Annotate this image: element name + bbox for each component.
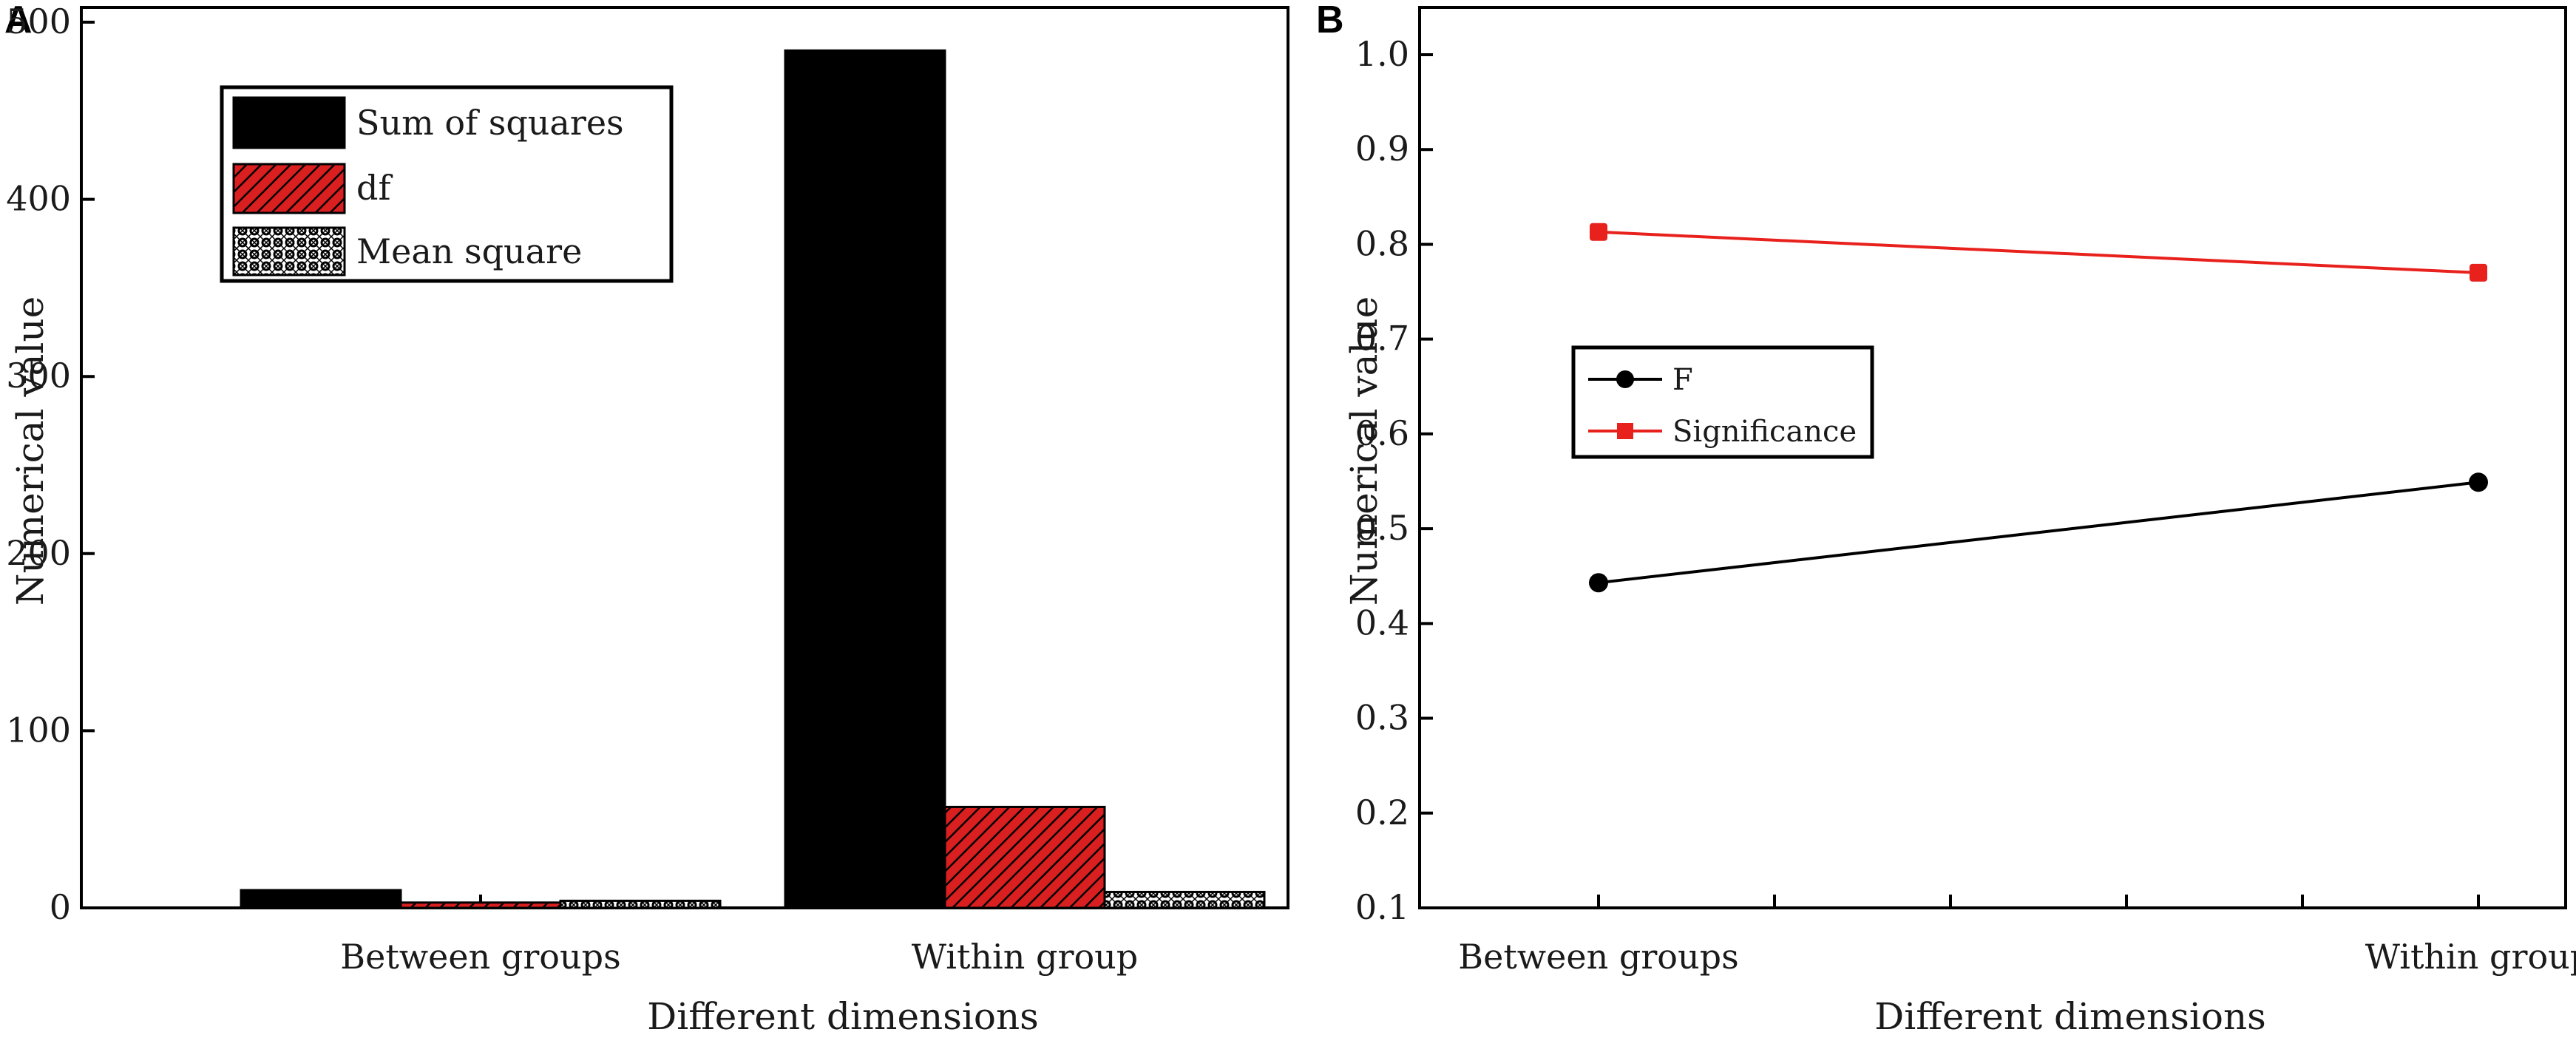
line-chart-panel-b: 0.1 0.2 0.3 0.4 0.5 0.6 0.7 0.8 0.9 1.0 Between gr… [1343, 6, 2576, 1038]
legend-label-significance: Significance [1672, 415, 1857, 449]
point-significance-between-groups [1590, 223, 1607, 241]
bar-sum-of-squares-between-groups [240, 889, 402, 909]
line-chart-y-tick-label: 0.1 [1355, 887, 1409, 927]
line-chart-y-tick-label: 1.0 [1355, 34, 1409, 74]
line-chart-x-tick-label: Within group [2365, 937, 2576, 977]
line-chart-x-axis-title: Different dimensions [1874, 995, 2266, 1038]
legend-label-mean-square: Mean square [356, 231, 582, 271]
panel-b-label: B [1316, 0, 1344, 41]
line-chart-legend: F Significance [1571, 345, 1874, 459]
line-chart-x-tick-label: Between groups [1458, 937, 1738, 977]
bar-chart-y-tick-label: 0 [50, 887, 71, 927]
bar-chart-x-tick-label: Between groups [340, 937, 620, 977]
bar-chart-y-tick-label: 100 [6, 710, 71, 750]
bar-df-within-group [943, 805, 1106, 909]
bar-chart-legend: Sum of squares df Mean square [220, 85, 674, 283]
point-significance-within-group [2470, 263, 2487, 282]
legend-marker-significance [1617, 423, 1633, 439]
line-chart-plot-area: 0.1 0.2 0.3 0.4 0.5 0.6 0.7 0.8 0.9 1.0 Between gr… [1355, 6, 2576, 977]
line-chart-y-tick-label: 0.7 [1355, 319, 1409, 359]
line-chart-y-tick-label: 0.8 [1355, 223, 1409, 263]
bar-sum-of-squares-within-group [784, 49, 946, 909]
line-chart-y-axis-title: Numerical value [1343, 296, 1386, 606]
bar-df-between-groups [399, 901, 562, 909]
bar-chart-x-tick-label: Within group [912, 937, 1138, 977]
line-chart-y-tick-label: 0.5 [1355, 508, 1409, 548]
bar-chart-y-axis-title: Numerical value [9, 296, 52, 606]
line-chart-y-tick-label: 0.9 [1355, 129, 1409, 169]
point-f-within-group [2469, 472, 2488, 492]
bar-chart-y-tick-label: 200 [6, 533, 71, 573]
series-line-f [1598, 481, 2479, 585]
point-f-between-groups [1589, 573, 1608, 593]
legend-swatch-df [232, 163, 346, 214]
legend-label-df: df [356, 168, 393, 208]
bar-chart-y-tick-label: 300 [6, 356, 71, 396]
panel-a-label: A [4, 0, 33, 41]
bar-chart-y-tick-label: 400 [6, 179, 71, 219]
legend-label-sum-of-squares: Sum of squares [356, 103, 624, 143]
bar-chart-y-tick-label: 500 [6, 1, 71, 41]
legend-marker-f [1616, 370, 1634, 388]
legend-swatch-sum-of-squares [232, 96, 346, 149]
bar-chart-panel-a: 0 100 200 300 400 500 Between groups Within gro… [6, 1, 1289, 1038]
line-chart-y-tick-label: 0.6 [1355, 413, 1409, 453]
bar-chart-x-axis-title: Different dimensions [647, 995, 1039, 1038]
bar-mean-square-within-group [1103, 890, 1266, 909]
legend-swatch-mean-square [232, 226, 346, 277]
bar-chart-plot-area: 0 100 200 300 400 500 Between groups Within gro… [6, 1, 1289, 977]
series-line-significance [1598, 230, 2479, 274]
line-chart-y-tick-label: 0.4 [1355, 603, 1409, 642]
line-chart-y-tick-label: 0.3 [1355, 698, 1409, 738]
legend-label-f: F [1672, 363, 1693, 397]
bar-mean-square-between-groups [559, 899, 722, 909]
line-chart-y-tick-label: 0.2 [1355, 793, 1409, 832]
line-chart-frame [1418, 6, 2567, 909]
